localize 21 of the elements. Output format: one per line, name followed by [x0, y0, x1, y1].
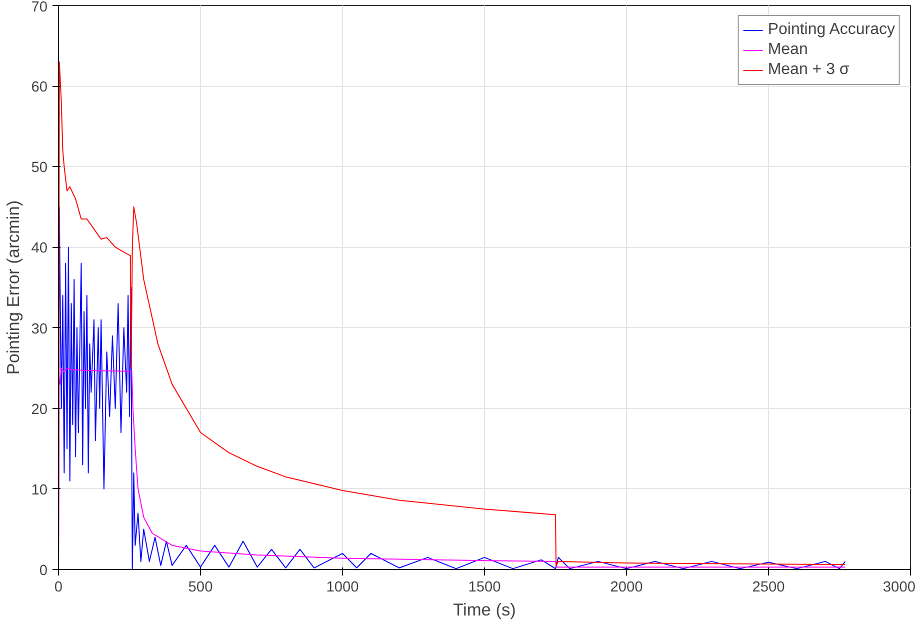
x-tick-label: 1500	[468, 580, 501, 596]
x-tick-label: 3000	[882, 580, 916, 596]
y-tick-label: 30	[31, 321, 48, 338]
y-tick-label: 70	[31, 0, 48, 16]
x-tick-label: 1000	[326, 580, 359, 596]
y-tick-label: 40	[31, 240, 48, 257]
x-tick-label: 2000	[610, 580, 643, 596]
legend-label: Mean + 3 σ	[768, 61, 850, 79]
x-tick-label: 0	[54, 580, 63, 596]
x-axis-title: Time (s)	[453, 600, 516, 620]
y-tick-label: 50	[31, 160, 48, 176]
legend-label: Pointing Accuracy	[768, 21, 895, 39]
y-axis-title: Pointing Error (arcmin)	[3, 200, 24, 375]
y-tick-label: 0	[39, 563, 48, 579]
y-tick-label: 20	[31, 402, 48, 418]
y-tick-label: 10	[31, 482, 48, 498]
x-tick-label: 500	[188, 580, 213, 596]
y-tick-label: 60	[31, 80, 48, 96]
line-series	[58, 206, 846, 570]
legend-label: Mean	[768, 41, 808, 59]
x-tick-label: 2500	[752, 580, 785, 596]
